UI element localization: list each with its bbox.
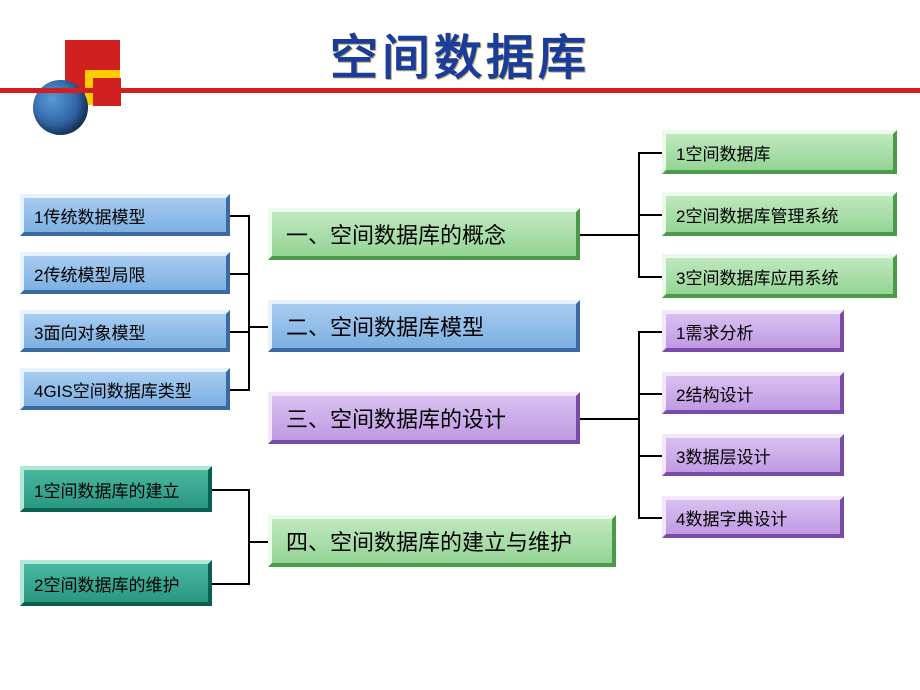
header-divider: [0, 88, 920, 93]
main-3: 四、空间数据库的建立与维护: [268, 515, 616, 567]
left_blue-2: 3面向对象模型: [20, 310, 230, 352]
page-title: 空间数据库: [0, 18, 920, 88]
connector-line: [638, 393, 662, 395]
left_blue-0: 1传统数据模型: [20, 194, 230, 236]
connector-line: [212, 489, 248, 491]
connector-line: [638, 331, 662, 333]
connector-line: [230, 389, 248, 391]
connector-line: [248, 215, 250, 391]
right_green-2: 3空间数据库应用系统: [662, 254, 897, 298]
main-0: 一、空间数据库的概念: [268, 208, 580, 260]
connector-line: [580, 418, 638, 420]
main-2: 三、空间数据库的设计: [268, 392, 580, 444]
connector-line: [212, 583, 248, 585]
connector-line: [638, 276, 662, 278]
connector-line: [638, 331, 640, 519]
main-1: 二、空间数据库模型: [268, 300, 580, 352]
connector-line: [230, 273, 248, 275]
right_purple-3: 4数据字典设计: [662, 496, 844, 538]
right_green-0: 1空间数据库: [662, 130, 897, 174]
connector-line: [248, 489, 250, 585]
left_teal-0: 1空间数据库的建立: [20, 466, 212, 512]
connector-line: [230, 215, 248, 217]
connector-line: [230, 331, 248, 333]
connector-line: [638, 214, 662, 216]
connector-line: [638, 152, 662, 154]
right_green-1: 2空间数据库管理系统: [662, 192, 897, 236]
right_purple-0: 1需求分析: [662, 310, 844, 352]
connector-line: [638, 455, 662, 457]
connector-line: [580, 234, 638, 236]
connector-line: [248, 326, 268, 328]
left_blue-1: 2传统模型局限: [20, 252, 230, 294]
left_teal-1: 2空间数据库的维护: [20, 560, 212, 606]
left_blue-3: 4GIS空间数据库类型: [20, 368, 230, 410]
right_purple-2: 3数据层设计: [662, 434, 844, 476]
connector-line: [248, 541, 268, 543]
right_purple-1: 2结构设计: [662, 372, 844, 414]
connector-line: [638, 517, 662, 519]
